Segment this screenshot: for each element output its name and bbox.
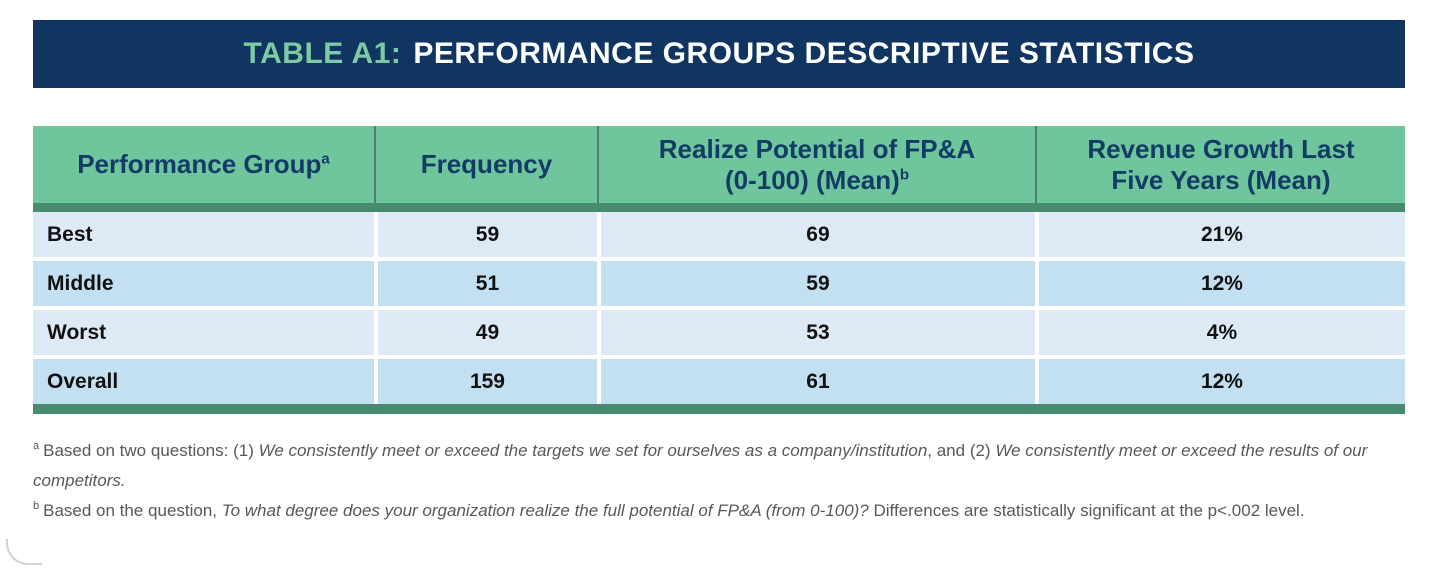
header-label-line1: Realize Potential of FP&A (658, 133, 976, 164)
header-label-line2: Five Years (Mean) (1111, 164, 1331, 195)
table-number-label: TABLE A1: (243, 37, 402, 70)
header-label-text: Performance Group (77, 149, 322, 179)
table-row-best: Best 59 69 21% (33, 212, 1405, 257)
cell-group: Best (47, 222, 93, 246)
footnote-a: a Based on two questions: (1) We consiste… (33, 436, 1405, 496)
header-cell-realize-potential: Realize Potential of FP&A (0-100) (Mean)… (597, 126, 1035, 203)
footnote-a-seg1: Based on two questions: (1) (43, 441, 259, 460)
footnote-b-seg1: Based on the question, (43, 501, 222, 520)
cell-realize-potential: 69 (597, 212, 1035, 257)
footnote-a-seg4: We consistently meet or exceed the resul… (33, 441, 1368, 490)
cell-revenue-growth: 4% (1034, 310, 1405, 355)
cell-frequency: 49 (373, 310, 597, 355)
footnote-b-seg2: To what degree does your organization re… (221, 501, 874, 520)
header-cell-revenue-growth: Revenue Growth Last Five Years (Mean) (1034, 126, 1405, 203)
report-table-figure: TABLE A1: PERFORMANCE GROUPS DESCRIPTIVE… (33, 20, 1405, 526)
footnote-b-marker: b (33, 500, 40, 513)
cell-revenue-growth: 21% (1034, 212, 1405, 257)
footnote-a-seg2: We consistently meet or exceed the targe… (258, 441, 928, 460)
footnote-a-marker: a (33, 440, 40, 453)
header-cell-frequency: Frequency (373, 126, 597, 203)
table-header-row: Performance Groupa Frequency Realize Pot… (33, 126, 1405, 203)
footnote-b-seg3: Differences are statistically significan… (873, 501, 1305, 520)
cell-frequency: 159 (373, 359, 597, 404)
header-label-text: (0-100) (Mean) (724, 164, 900, 195)
table-row-overall: Overall 159 61 12% (33, 359, 1405, 404)
header-cell-performance-group: Performance Groupa (33, 126, 374, 203)
table-footnotes: a Based on two questions: (1) We consiste… (33, 436, 1405, 526)
page-corner-decoration (6, 539, 42, 565)
header-label: Frequency (420, 149, 553, 179)
header-label-line1: Revenue Growth Last (1087, 133, 1355, 164)
cell-realize-potential: 59 (597, 261, 1035, 306)
cell-frequency: 59 (373, 212, 597, 257)
table-title-bar: TABLE A1: PERFORMANCE GROUPS DESCRIPTIVE… (33, 20, 1405, 88)
cell-group: Overall (47, 369, 119, 393)
cell-revenue-growth: 12% (1034, 261, 1405, 306)
cell-group: Worst (47, 320, 107, 344)
table-bottom-bar (33, 404, 1405, 414)
footnote-a-seg3: , and (2) (927, 441, 996, 460)
header-label: Performance Groupa (77, 149, 330, 180)
table-row-worst: Worst 49 53 4% (33, 310, 1405, 355)
footnote-ref-a: a (321, 150, 330, 168)
table-row-middle: Middle 51 59 12% (33, 261, 1405, 306)
table-title-text: PERFORMANCE GROUPS DESCRIPTIVE STATISTIC… (413, 37, 1195, 70)
cell-realize-potential: 53 (597, 310, 1035, 355)
header-label-line2: (0-100) (Mean)b (725, 165, 909, 196)
header-separator-bar (33, 203, 1405, 212)
cell-revenue-growth: 12% (1034, 359, 1405, 404)
footnote-ref-b: b (899, 165, 909, 183)
cell-frequency: 51 (373, 261, 597, 306)
cell-realize-potential: 61 (597, 359, 1035, 404)
cell-group: Middle (47, 271, 114, 295)
footnote-b: b Based on the question, To what degree d… (33, 496, 1405, 526)
